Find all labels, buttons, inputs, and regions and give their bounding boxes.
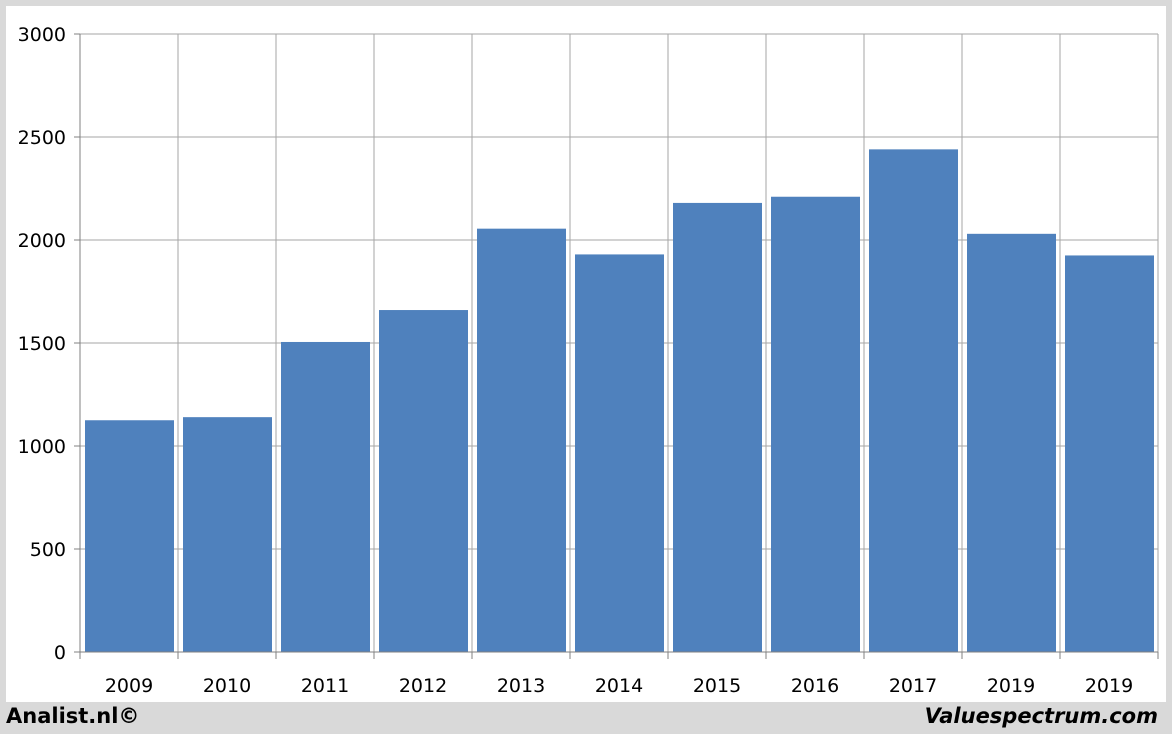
bar — [869, 149, 958, 653]
y-tick-label: 1000 — [18, 436, 66, 458]
x-tick-labels: 2009 2010 2011 2012 2013 2014 2015 2016 2017 2019… — [105, 675, 1133, 697]
y-tick-label: 0 — [54, 642, 66, 664]
y-tick-label: 1500 — [18, 333, 66, 355]
bar — [575, 254, 664, 653]
valuespectrum-credit: Valuespectrum.com — [924, 704, 1158, 728]
y-tick-labels: 0 500 1000 1500 2000 2500 3000 — [18, 24, 66, 664]
bar — [477, 228, 566, 653]
bar — [967, 233, 1056, 652]
chart-frame: 0 500 1000 1500 2000 2500 3000 2009 2010 2011 201… — [6, 6, 1166, 702]
grid-lines — [79, 33, 1159, 653]
bar — [379, 310, 468, 652]
bar — [183, 417, 272, 652]
y-tick-label: 500 — [30, 539, 66, 561]
x-tick-label: 2019 — [1085, 675, 1133, 697]
bars — [85, 149, 1154, 653]
x-tick-label: 2015 — [693, 675, 741, 697]
bar — [673, 202, 762, 653]
y-tick-label: 2000 — [18, 230, 66, 252]
y-tick-label: 2500 — [18, 127, 66, 149]
x-tick-label: 2013 — [497, 675, 545, 697]
x-tick-label: 2017 — [889, 675, 937, 697]
x-tick-label: 2010 — [203, 675, 251, 697]
analist-credit: Analist.nl© — [6, 704, 140, 728]
x-tick-label: 2019 — [987, 675, 1035, 697]
x-tick-label: 2011 — [301, 675, 349, 697]
x-tick-label: 2016 — [791, 675, 839, 697]
bar — [85, 420, 174, 652]
y-tick-label: 3000 — [18, 24, 66, 46]
x-tick-label: 2014 — [595, 675, 643, 697]
bar-chart: 0 500 1000 1500 2000 2500 3000 2009 2010 2011 201… — [18, 24, 1159, 697]
bar — [771, 196, 860, 653]
bar — [1065, 255, 1154, 652]
bar — [281, 341, 370, 652]
axes — [74, 33, 1159, 659]
x-tick-label: 2009 — [105, 675, 153, 697]
x-tick-label: 2012 — [399, 675, 447, 697]
